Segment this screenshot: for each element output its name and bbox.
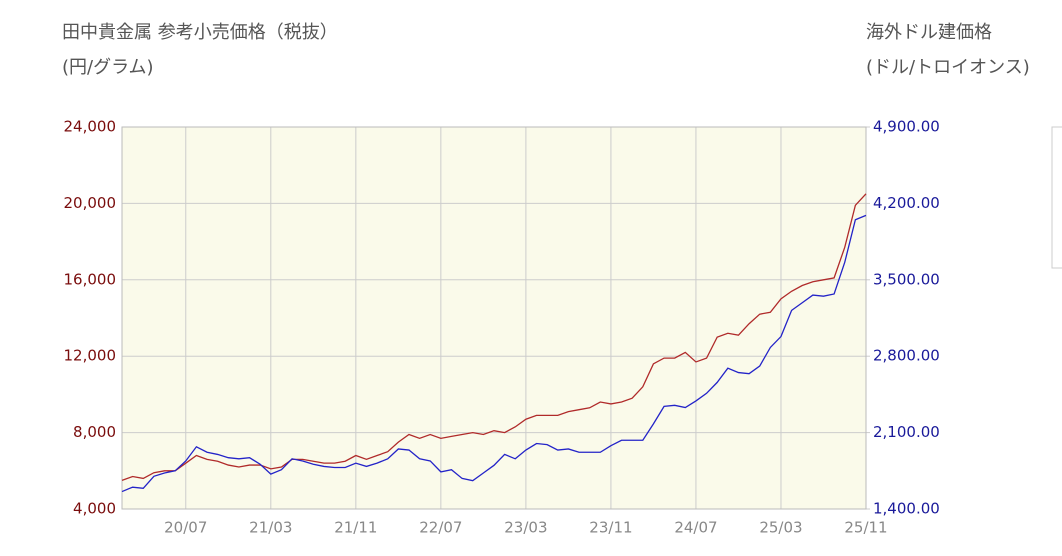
y-axis-label: (円/グラム) [62, 57, 154, 78]
x-tick-label: 25/03 [759, 519, 802, 537]
x-tick-label: 21/03 [249, 519, 292, 537]
y2-axis-label: (ドル/トロイオンス) [866, 57, 1030, 78]
y-tick-label: 8,000 [73, 423, 116, 441]
chart-title: 田中貴金属 参考小売価格（税抜） [62, 22, 338, 43]
y-tick-label: 12,000 [64, 347, 117, 365]
plot-border [121, 126, 867, 510]
y-tick-label: 24,000 [64, 118, 117, 136]
legend-box [1051, 126, 1062, 269]
x-tick-label: 23/03 [504, 519, 547, 537]
x-tick-label: 23/11 [589, 519, 632, 537]
y-tick-label: 4,000 [73, 500, 116, 518]
y2-tick-label: 4,200.00 [873, 194, 940, 212]
x-tick-label: 24/07 [674, 519, 717, 537]
y2-tick-label: 1,400.00 [873, 500, 940, 518]
x-tick-label: 22/07 [419, 519, 462, 537]
line-series [121, 214, 867, 493]
y2-tick-label: 4,900.00 [873, 118, 940, 136]
plot-area [122, 127, 866, 509]
x-tick-label: 20/07 [164, 519, 207, 537]
y2-axis-title: 海外ドル建価格 [866, 22, 992, 43]
y2-tick-label: 2,100.00 [873, 423, 940, 441]
line-series [121, 193, 867, 481]
y-tick-label: 20,000 [64, 194, 117, 212]
y2-tick-label: 3,500.00 [873, 270, 940, 288]
x-tick-label: 25/11 [844, 519, 887, 537]
y2-tick-label: 2,800.00 [873, 347, 940, 365]
y-tick-label: 16,000 [64, 270, 117, 288]
x-tick-label: 21/11 [334, 519, 377, 537]
